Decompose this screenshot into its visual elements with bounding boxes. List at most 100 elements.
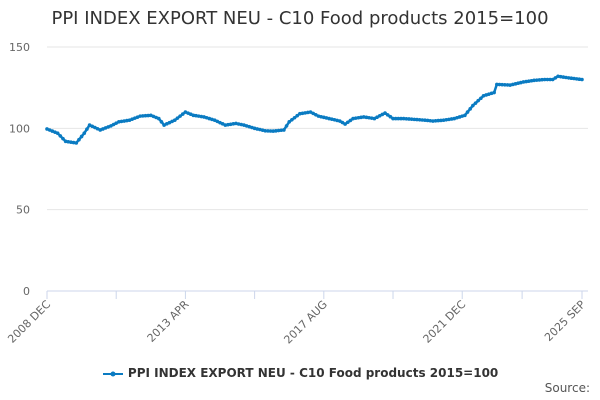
data-point [361,115,366,119]
data-point [553,76,558,80]
y-tick-label: 150 [9,41,30,54]
data-point [375,115,379,119]
data-point [290,117,294,122]
data-point [564,75,568,80]
data-point [441,118,446,122]
data-point [364,115,369,120]
data-point [82,131,87,136]
data-point [194,113,198,118]
y-tick-label: 0 [23,285,30,298]
data-point [497,82,502,87]
data-point [268,129,273,133]
data-point [580,77,584,82]
data-point [420,118,425,122]
data-point [521,80,526,84]
data-point [550,77,555,82]
data-point [415,117,419,122]
x-tick-label: 2013 APR [145,298,192,345]
data-point [391,116,395,121]
data-point [505,83,510,87]
data-point [367,115,371,120]
data-point [534,78,539,82]
legend-label: PPI INDEX EXPORT NEU - C10 Food products… [127,366,499,380]
data-point [348,118,353,123]
data-point [388,114,393,119]
data-point [396,116,401,121]
data-point [558,74,563,79]
data-point [495,82,499,87]
data-point [303,111,307,115]
data-point [306,110,310,115]
data-point [298,111,302,116]
data-point [125,118,129,123]
data-point [377,114,382,118]
data-point [492,90,496,95]
legend[interactable]: PPI INDEX EXPORT NEU - C10 Food products… [0,366,600,380]
data-point [122,119,126,123]
data-point [444,117,449,122]
data-point [473,101,478,105]
data-point [114,121,119,125]
data-point [351,116,355,121]
data-point [577,77,582,82]
data-point [428,118,433,123]
x-tick-label: 2008 DEC [5,298,53,346]
data-point [178,114,182,118]
data-point [55,131,60,136]
data-point [343,122,347,126]
data-point [287,120,292,124]
data-point [117,120,121,124]
data-point [308,110,313,114]
data-point [471,103,475,108]
data-point [345,120,350,125]
data-point [61,136,65,141]
data-point [337,119,342,123]
data-point [479,96,483,101]
data-point [548,77,552,82]
data-point [425,118,430,123]
data-point [524,79,528,84]
data-point [58,134,63,138]
data-point [369,116,374,120]
data-point [569,76,574,81]
data-point [526,79,531,83]
data-point [380,112,385,117]
data-point [433,119,438,123]
data-point [476,98,480,103]
data-point [401,116,406,121]
data-point [228,122,233,127]
data-point [340,120,345,125]
data-point [74,141,79,145]
data-point [263,128,268,133]
data-point [409,117,414,121]
data-point [540,77,544,82]
data-point [141,114,145,118]
data-point [226,122,230,127]
x-tick-label: 2017 AUG [281,298,330,347]
data-point [284,124,289,128]
data-point [372,116,377,121]
data-point [423,118,427,122]
data-point [63,139,68,144]
data-point [282,128,286,132]
data-point [356,115,361,120]
data-point [276,128,281,133]
data-point [393,116,398,121]
data-point [77,137,81,142]
data-point [231,122,236,126]
data-point [266,129,270,133]
data-point [529,78,534,83]
data-point [71,140,76,145]
data-point [295,113,299,118]
data-point [532,78,536,83]
data-point [556,74,560,79]
data-point [172,118,177,122]
data-point [412,117,417,122]
data-point [561,75,566,79]
data-point [383,111,387,115]
data-point [447,117,451,122]
data-point [175,116,180,120]
data-point [271,129,276,133]
data-point [417,117,422,122]
